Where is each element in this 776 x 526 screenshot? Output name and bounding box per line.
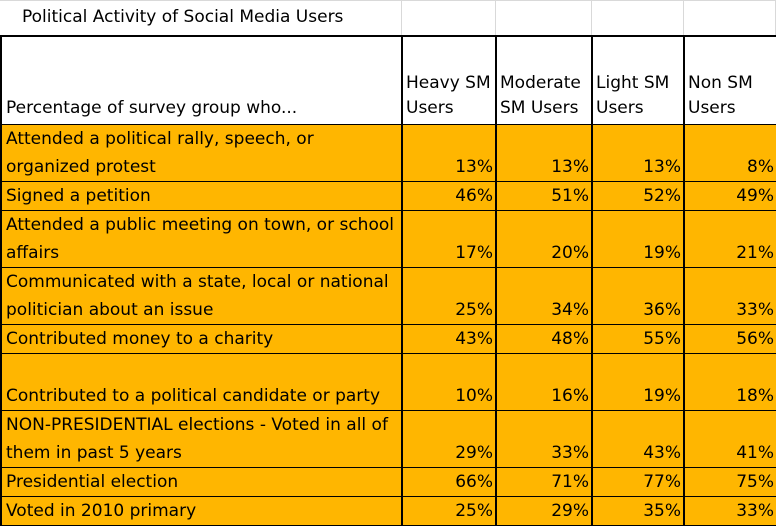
row-label: Contributed money to a charity xyxy=(0,324,403,354)
value-cell-moderate: 34% xyxy=(496,267,593,325)
value-cell-light: 36% xyxy=(592,267,685,325)
value-cell-non: 18% xyxy=(684,353,776,411)
value-cell-non: 56% xyxy=(684,324,776,354)
value-cell-non: 21% xyxy=(684,210,776,268)
value-cell-light: 77% xyxy=(592,467,685,497)
value-cell-heavy: 46% xyxy=(402,181,497,211)
value-cell-light: 13% xyxy=(592,124,685,182)
row-label: NON-PRESIDENTIAL elections - Voted in al… xyxy=(0,410,403,468)
value-cell-moderate: 16% xyxy=(496,353,593,411)
value-cell-heavy: 43% xyxy=(402,324,497,354)
column-header-non: Non SM Users xyxy=(684,36,776,125)
column-header-light: Light SM Users xyxy=(592,36,685,125)
value-cell-non: 33% xyxy=(684,267,776,325)
table-row: Contributed money to a charity 43% 48% 55% 5… xyxy=(0,324,776,354)
value-cell-moderate: 71% xyxy=(496,467,593,497)
value-cell-heavy: 10% xyxy=(402,353,497,411)
row-label: Attended a political rally, speech, or o… xyxy=(0,124,403,182)
data-table: Percentage of survey group who... Heavy … xyxy=(0,35,776,526)
header-row: Percentage of survey group who... Heavy … xyxy=(0,36,776,125)
value-cell-heavy: 25% xyxy=(402,267,497,325)
value-cell-light: 19% xyxy=(592,353,685,411)
value-cell-heavy: 17% xyxy=(402,210,497,268)
column-header-moderate: Moderate SM Users xyxy=(496,36,593,125)
value-cell-heavy: 66% xyxy=(402,467,497,497)
value-cell-non: 8% xyxy=(684,124,776,182)
value-cell-non: 41% xyxy=(684,410,776,468)
gridline xyxy=(401,1,402,36)
value-cell-moderate: 13% xyxy=(496,124,593,182)
value-cell-heavy: 13% xyxy=(402,124,497,182)
table-row: Contributed to a political candidate or … xyxy=(0,353,776,411)
value-cell-light: 19% xyxy=(592,210,685,268)
table-row: Attended a public meeting on town, or sc… xyxy=(0,210,776,268)
value-cell-non: 75% xyxy=(684,467,776,497)
table-row: Voted in 2010 primary 25% 29% 35% 33% xyxy=(0,496,776,526)
value-cell-moderate: 29% xyxy=(496,496,593,526)
value-cell-non: 49% xyxy=(684,181,776,211)
table-row: Presidential election 66% 71% 77% 75% xyxy=(0,467,776,497)
row-label: Contributed to a political candidate or … xyxy=(0,353,403,411)
value-cell-non: 33% xyxy=(684,496,776,526)
value-cell-moderate: 20% xyxy=(496,210,593,268)
title-row: Political Activity of Social Media Users xyxy=(0,0,776,36)
row-label: Signed a petition xyxy=(0,181,403,211)
value-cell-heavy: 29% xyxy=(402,410,497,468)
gridline xyxy=(495,1,496,36)
value-cell-moderate: 33% xyxy=(496,410,593,468)
table-row: NON-PRESIDENTIAL elections - Voted in al… xyxy=(0,410,776,468)
table-row: Signed a petition 46% 51% 52% 49% xyxy=(0,181,776,211)
gridline xyxy=(591,1,592,36)
value-cell-heavy: 25% xyxy=(402,496,497,526)
row-header-cell: Percentage of survey group who... xyxy=(0,36,403,125)
value-cell-light: 52% xyxy=(592,181,685,211)
row-label: Communicated with a state, local or nati… xyxy=(0,267,403,325)
row-label: Voted in 2010 primary xyxy=(0,496,403,526)
value-cell-moderate: 51% xyxy=(496,181,593,211)
gridline xyxy=(683,1,684,36)
table-title: Political Activity of Social Media Users xyxy=(22,7,344,27)
row-label: Attended a public meeting on town, or sc… xyxy=(0,210,403,268)
value-cell-light: 35% xyxy=(592,496,685,526)
row-label: Presidential election xyxy=(0,467,403,497)
column-header-heavy: Heavy SM Users xyxy=(402,36,497,125)
value-cell-light: 55% xyxy=(592,324,685,354)
value-cell-moderate: 48% xyxy=(496,324,593,354)
table-row: Communicated with a state, local or nati… xyxy=(0,267,776,325)
table-row: Attended a political rally, speech, or o… xyxy=(0,124,776,182)
value-cell-light: 43% xyxy=(592,410,685,468)
